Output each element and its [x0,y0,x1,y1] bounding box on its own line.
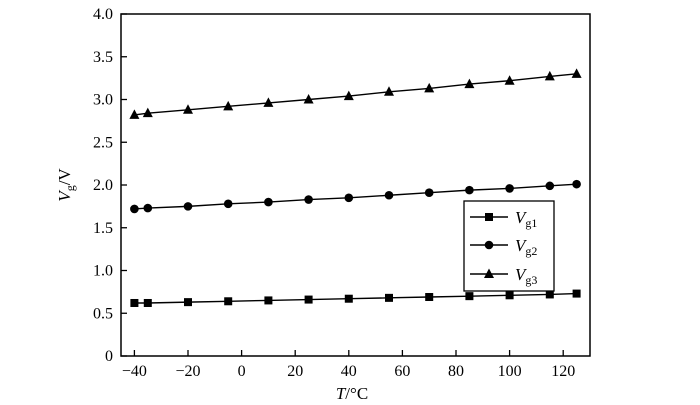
data-point [224,297,233,306]
data-point [385,293,393,302]
y-tick-label: 4.0 [93,6,113,23]
data-point [184,298,192,307]
data-point [143,298,152,307]
y-tick-label: 2.0 [93,177,113,194]
data-point [303,94,314,104]
data-point [384,190,394,200]
data-point [130,298,139,307]
data-point [344,193,354,203]
x-tick-label: 20 [287,363,303,380]
data-point [343,90,354,101]
data-point [142,107,153,118]
y-tick-label: 1.5 [93,220,113,237]
legend-label: Vg3 [515,265,537,287]
legend-item-g2: Vg2 [470,236,537,258]
data-point [465,185,474,195]
data-point [465,292,474,301]
x-tick-label: −40 [122,363,147,380]
data-point [263,97,274,107]
x-tick-label: 0 [238,363,246,380]
series-g2 [130,179,581,214]
data-point [545,290,554,299]
x-axis-ticks: −40 −20 0 20 40 60 80 100 120 [122,350,575,380]
legend-marker-triangle [484,268,494,278]
data-point [571,68,582,78]
data-point [223,199,233,209]
data-point [505,184,514,193]
x-tick-label: 80 [448,363,464,380]
x-tick-label: 60 [394,363,410,380]
series-g3 [129,68,582,119]
data-point [425,293,434,302]
legend: Vg1 Vg2 Vg3 [463,200,555,292]
y-tick-label: 3.0 [93,92,113,109]
data-point [572,179,581,189]
data-point [183,104,193,114]
x-tick-label: 40 [341,363,357,380]
data-point [384,86,394,96]
series-layer [129,68,582,307]
x-tick-label: −20 [175,363,200,380]
data-point [424,188,434,197]
y-tick-label: 1.0 [93,263,113,280]
data-point [130,204,139,214]
data-point [545,181,555,191]
data-point [223,100,234,111]
data-point [183,202,193,211]
data-point [304,295,313,304]
legend-item-g3: Vg3 [470,265,537,287]
legend-marker-square [485,213,493,221]
data-point [544,70,555,81]
y-tick-label: 3.5 [93,49,113,66]
legend-box [463,200,555,292]
x-axis-label: T/°C [336,384,368,403]
data-point [264,197,273,207]
data-point [344,294,353,303]
y-tick-label: 0 [105,348,113,365]
legend-label: Vg2 [515,236,537,258]
series-g1 [130,289,581,307]
x-tick-label: 120 [551,363,575,380]
data-point [424,82,435,93]
data-point [572,289,581,298]
data-point [129,109,140,119]
y-tick-label: 0.5 [93,305,113,322]
y-axis-ticks: 0 0.5 1.0 1.5 2.0 2.5 3.0 3.5 4.0 [93,6,127,365]
data-point [505,291,514,300]
legend-marker-circle [484,240,494,250]
legend-item-g1: Vg1 [470,208,537,230]
y-tick-label: 2.5 [93,134,113,151]
x-tick-label: 100 [498,363,522,380]
data-point [464,78,475,89]
data-point [143,203,153,213]
y-axis-label: Vg/V [55,168,77,202]
legend-label: Vg1 [515,208,537,230]
data-point [304,195,313,204]
data-point [264,296,273,305]
data-point [504,75,515,85]
